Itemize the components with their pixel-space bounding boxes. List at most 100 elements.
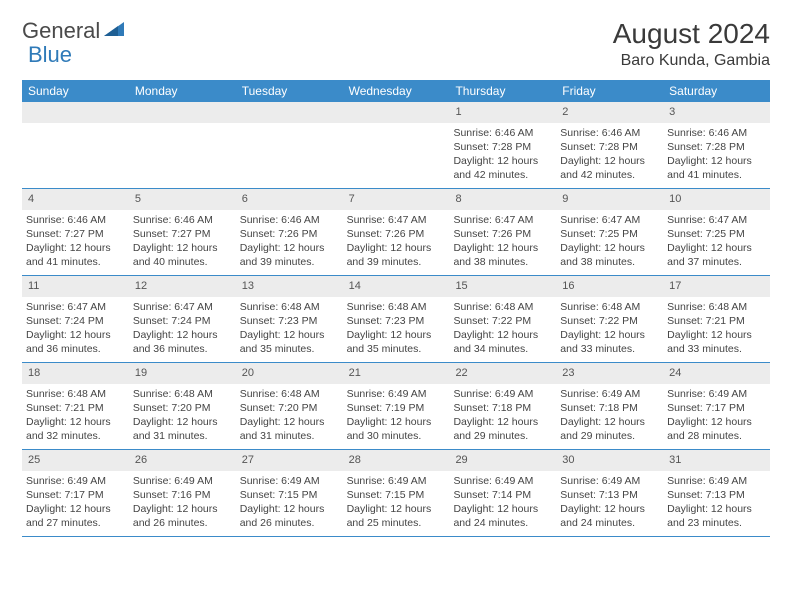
- day-cell-empty: [129, 102, 236, 188]
- day-number: 15: [449, 276, 556, 297]
- daylight-text: Daylight: 12 hours and 36 minutes.: [133, 328, 232, 356]
- sunset-text: Sunset: 7:20 PM: [133, 401, 232, 415]
- location-label: Baro Kunda, Gambia: [613, 52, 770, 70]
- sunrise-text: Sunrise: 6:46 AM: [133, 213, 232, 227]
- day-cell: 3Sunrise: 6:46 AMSunset: 7:28 PMDaylight…: [663, 102, 770, 188]
- day-body: Sunrise: 6:48 AMSunset: 7:23 PMDaylight:…: [343, 297, 450, 361]
- day-body: Sunrise: 6:48 AMSunset: 7:21 PMDaylight:…: [22, 384, 129, 448]
- day-number: 21: [343, 363, 450, 384]
- week-row: 11Sunrise: 6:47 AMSunset: 7:24 PMDayligh…: [22, 276, 770, 363]
- day-cell: 23Sunrise: 6:49 AMSunset: 7:18 PMDayligh…: [556, 363, 663, 449]
- logo: General: [22, 18, 128, 44]
- sunrise-text: Sunrise: 6:49 AM: [26, 474, 125, 488]
- sunset-text: Sunset: 7:26 PM: [240, 227, 339, 241]
- week-row: 18Sunrise: 6:48 AMSunset: 7:21 PMDayligh…: [22, 363, 770, 450]
- day-body: Sunrise: 6:46 AMSunset: 7:28 PMDaylight:…: [556, 123, 663, 187]
- sunrise-text: Sunrise: 6:48 AM: [453, 300, 552, 314]
- day-cell: 7Sunrise: 6:47 AMSunset: 7:26 PMDaylight…: [343, 189, 450, 275]
- day-number: 31: [663, 450, 770, 471]
- sunrise-text: Sunrise: 6:49 AM: [560, 474, 659, 488]
- day-number: 3: [663, 102, 770, 123]
- weekday-thursday: Thursday: [449, 80, 556, 102]
- day-number: 26: [129, 450, 236, 471]
- daylight-text: Daylight: 12 hours and 31 minutes.: [133, 415, 232, 443]
- sunset-text: Sunset: 7:27 PM: [133, 227, 232, 241]
- weeks-container: 1Sunrise: 6:46 AMSunset: 7:28 PMDaylight…: [22, 102, 770, 537]
- day-number: 20: [236, 363, 343, 384]
- day-cell: 20Sunrise: 6:48 AMSunset: 7:20 PMDayligh…: [236, 363, 343, 449]
- sunset-text: Sunset: 7:16 PM: [133, 488, 232, 502]
- day-body: Sunrise: 6:49 AMSunset: 7:13 PMDaylight:…: [556, 471, 663, 535]
- day-cell: 5Sunrise: 6:46 AMSunset: 7:27 PMDaylight…: [129, 189, 236, 275]
- day-body: Sunrise: 6:48 AMSunset: 7:20 PMDaylight:…: [129, 384, 236, 448]
- day-number: 22: [449, 363, 556, 384]
- day-body: Sunrise: 6:48 AMSunset: 7:23 PMDaylight:…: [236, 297, 343, 361]
- day-body: Sunrise: 6:49 AMSunset: 7:18 PMDaylight:…: [449, 384, 556, 448]
- day-cell: 28Sunrise: 6:49 AMSunset: 7:15 PMDayligh…: [343, 450, 450, 536]
- day-number: 30: [556, 450, 663, 471]
- day-cell: 31Sunrise: 6:49 AMSunset: 7:13 PMDayligh…: [663, 450, 770, 536]
- sunset-text: Sunset: 7:27 PM: [26, 227, 125, 241]
- sunrise-text: Sunrise: 6:46 AM: [26, 213, 125, 227]
- day-number: [129, 102, 236, 123]
- day-cell: 27Sunrise: 6:49 AMSunset: 7:15 PMDayligh…: [236, 450, 343, 536]
- day-cell: 10Sunrise: 6:47 AMSunset: 7:25 PMDayligh…: [663, 189, 770, 275]
- sunset-text: Sunset: 7:18 PM: [560, 401, 659, 415]
- sunrise-text: Sunrise: 6:49 AM: [560, 387, 659, 401]
- day-body: Sunrise: 6:47 AMSunset: 7:25 PMDaylight:…: [556, 210, 663, 274]
- daylight-text: Daylight: 12 hours and 38 minutes.: [560, 241, 659, 269]
- weekday-sunday: Sunday: [22, 80, 129, 102]
- week-row: 1Sunrise: 6:46 AMSunset: 7:28 PMDaylight…: [22, 102, 770, 189]
- day-number: 12: [129, 276, 236, 297]
- day-cell: 1Sunrise: 6:46 AMSunset: 7:28 PMDaylight…: [449, 102, 556, 188]
- day-cell-empty: [22, 102, 129, 188]
- day-body: Sunrise: 6:48 AMSunset: 7:21 PMDaylight:…: [663, 297, 770, 361]
- daylight-text: Daylight: 12 hours and 24 minutes.: [453, 502, 552, 530]
- day-body: Sunrise: 6:46 AMSunset: 7:27 PMDaylight:…: [129, 210, 236, 274]
- day-body: Sunrise: 6:49 AMSunset: 7:18 PMDaylight:…: [556, 384, 663, 448]
- sunset-text: Sunset: 7:21 PM: [667, 314, 766, 328]
- day-number: 1: [449, 102, 556, 123]
- day-number: [343, 102, 450, 123]
- day-body: Sunrise: 6:47 AMSunset: 7:26 PMDaylight:…: [449, 210, 556, 274]
- day-cell: 15Sunrise: 6:48 AMSunset: 7:22 PMDayligh…: [449, 276, 556, 362]
- day-body: Sunrise: 6:49 AMSunset: 7:17 PMDaylight:…: [663, 384, 770, 448]
- sunset-text: Sunset: 7:22 PM: [453, 314, 552, 328]
- day-cell: 25Sunrise: 6:49 AMSunset: 7:17 PMDayligh…: [22, 450, 129, 536]
- sunrise-text: Sunrise: 6:47 AM: [667, 213, 766, 227]
- day-cell: 2Sunrise: 6:46 AMSunset: 7:28 PMDaylight…: [556, 102, 663, 188]
- day-body: Sunrise: 6:49 AMSunset: 7:17 PMDaylight:…: [22, 471, 129, 535]
- sunrise-text: Sunrise: 6:49 AM: [453, 474, 552, 488]
- sunrise-text: Sunrise: 6:49 AM: [667, 474, 766, 488]
- sunset-text: Sunset: 7:21 PM: [26, 401, 125, 415]
- day-body: Sunrise: 6:49 AMSunset: 7:15 PMDaylight:…: [236, 471, 343, 535]
- daylight-text: Daylight: 12 hours and 33 minutes.: [667, 328, 766, 356]
- daylight-text: Daylight: 12 hours and 27 minutes.: [26, 502, 125, 530]
- day-number: 7: [343, 189, 450, 210]
- sunset-text: Sunset: 7:19 PM: [347, 401, 446, 415]
- daylight-text: Daylight: 12 hours and 32 minutes.: [26, 415, 125, 443]
- sunrise-text: Sunrise: 6:47 AM: [133, 300, 232, 314]
- day-number: 28: [343, 450, 450, 471]
- day-cell: 30Sunrise: 6:49 AMSunset: 7:13 PMDayligh…: [556, 450, 663, 536]
- sunrise-text: Sunrise: 6:46 AM: [560, 126, 659, 140]
- sunrise-text: Sunrise: 6:46 AM: [667, 126, 766, 140]
- daylight-text: Daylight: 12 hours and 39 minutes.: [240, 241, 339, 269]
- day-number: [236, 102, 343, 123]
- daylight-text: Daylight: 12 hours and 25 minutes.: [347, 502, 446, 530]
- sunrise-text: Sunrise: 6:46 AM: [240, 213, 339, 227]
- sunset-text: Sunset: 7:15 PM: [347, 488, 446, 502]
- daylight-text: Daylight: 12 hours and 42 minutes.: [560, 154, 659, 182]
- day-body: Sunrise: 6:49 AMSunset: 7:13 PMDaylight:…: [663, 471, 770, 535]
- day-body: Sunrise: 6:49 AMSunset: 7:15 PMDaylight:…: [343, 471, 450, 535]
- day-body: Sunrise: 6:46 AMSunset: 7:26 PMDaylight:…: [236, 210, 343, 274]
- sunset-text: Sunset: 7:22 PM: [560, 314, 659, 328]
- day-number: 17: [663, 276, 770, 297]
- day-number: 18: [22, 363, 129, 384]
- day-number: 6: [236, 189, 343, 210]
- day-number: 23: [556, 363, 663, 384]
- daylight-text: Daylight: 12 hours and 29 minutes.: [560, 415, 659, 443]
- sunset-text: Sunset: 7:17 PM: [667, 401, 766, 415]
- day-cell-empty: [343, 102, 450, 188]
- sunset-text: Sunset: 7:15 PM: [240, 488, 339, 502]
